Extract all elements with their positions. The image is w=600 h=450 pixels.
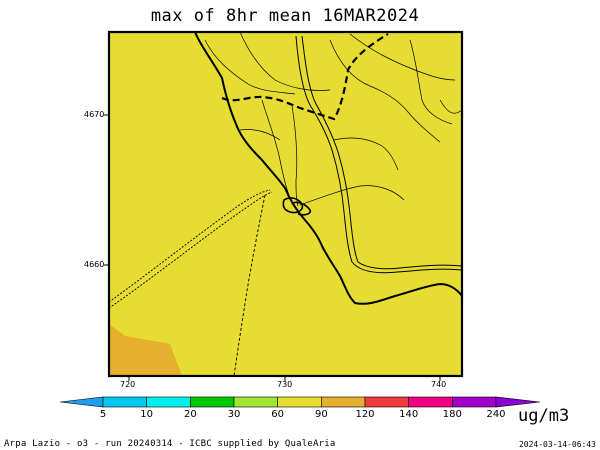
map-field-main (109, 32, 462, 376)
footer-credit: Arpa Lazio - o3 - run 20240314 - ICBC su… (4, 439, 336, 449)
colorbar-label: 30 (227, 409, 241, 420)
colorbar-swatch (452, 396, 497, 408)
colorbar-label: 60 (271, 409, 285, 420)
road-9 (299, 185, 405, 206)
colorbar-label: 140 (399, 409, 419, 420)
colorbar-swatch (102, 396, 147, 408)
city-cluster (282, 197, 312, 216)
x-tick-label-730: 730 (277, 380, 293, 389)
coastline (194, 31, 463, 305)
route-line-1 (108, 191, 273, 309)
x-tick-label-740: 740 (431, 380, 447, 389)
colorbar-arrow-low (59, 396, 104, 408)
road-11 (439, 99, 463, 114)
colorbar-swatch (364, 396, 409, 408)
colorbar-swatch (190, 396, 235, 408)
colorbar-label: 10 (140, 409, 154, 420)
colorbar-label: 180 (442, 409, 462, 420)
colorbar (59, 396, 541, 408)
colorbar-label: 90 (314, 409, 328, 420)
road-5 (409, 39, 453, 125)
colorbar-swatch (408, 396, 453, 408)
colorbar-swatch (146, 396, 191, 408)
road-3 (329, 39, 441, 143)
road-4 (349, 33, 456, 81)
y-tick-label-4660: 4660 (84, 260, 105, 269)
route-line-3 (233, 194, 266, 377)
river-line-2 (301, 35, 463, 270)
route-line-2 (108, 189, 271, 303)
colorbar-label: 5 (99, 409, 107, 420)
y-tick-label-4670: 4670 (84, 110, 105, 119)
map-field-secondary (109, 324, 182, 376)
colorbar-label: 240 (486, 409, 506, 420)
footer-timestamp: 2024-03-14-06:43 (518, 440, 596, 449)
colorbar-swatch (277, 396, 322, 408)
colorbar-units: ug/m3 (518, 406, 570, 426)
road-8 (333, 137, 399, 171)
colorbar-arrow-high (495, 396, 541, 408)
colorbar-label: 120 (355, 409, 375, 420)
road-6 (261, 99, 291, 199)
colorbar-label: 20 (183, 409, 197, 420)
river-line-1 (295, 35, 463, 274)
x-tick-label-720: 720 (120, 380, 136, 389)
colorbar-swatch (233, 396, 278, 408)
map-frame-border (107, 30, 464, 378)
road-1 (204, 39, 296, 95)
road-2 (239, 31, 331, 91)
region-border-dashed (221, 33, 389, 121)
colorbar-swatch (321, 396, 366, 408)
road-10 (239, 129, 281, 141)
chart-title: max of 8hr mean 16MAR2024 (150, 6, 420, 26)
